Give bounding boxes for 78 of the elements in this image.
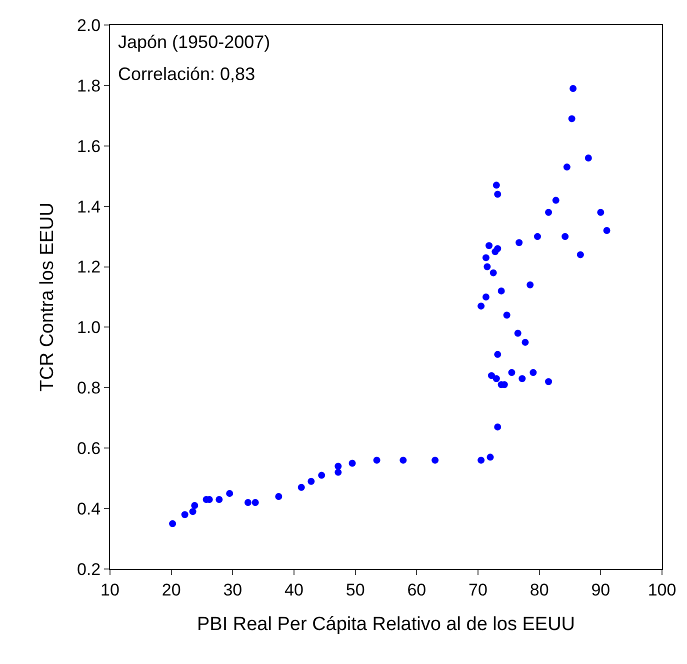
annotation: Japón (1950-2007) <box>118 32 270 52</box>
point <box>498 287 505 294</box>
point <box>482 254 490 262</box>
y-tick-label: 0.6 <box>76 439 101 458</box>
point <box>508 369 516 376</box>
point <box>503 312 510 319</box>
point <box>570 84 577 92</box>
point <box>514 330 522 337</box>
point <box>348 460 356 467</box>
point <box>518 375 526 382</box>
point <box>562 233 569 240</box>
x-tick-label: 90 <box>591 580 610 600</box>
point <box>492 182 500 189</box>
point <box>516 239 523 246</box>
point <box>584 154 592 162</box>
point <box>478 302 485 310</box>
point <box>576 251 584 258</box>
point <box>308 478 315 485</box>
point <box>373 456 380 464</box>
point <box>492 248 499 256</box>
x-tick-label: 50 <box>346 580 365 600</box>
x-tick-label: 60 <box>407 580 426 600</box>
point <box>488 372 495 380</box>
x-tick-label: 80 <box>530 580 549 600</box>
point <box>494 190 502 198</box>
point <box>432 456 439 464</box>
point <box>252 499 259 506</box>
point <box>494 423 502 430</box>
y-tick-label: 0.2 <box>76 560 101 579</box>
point <box>169 520 176 528</box>
y-tick-label: 1.8 <box>76 76 101 96</box>
y-tick-label: 1.4 <box>76 197 101 216</box>
x-tick-label: 20 <box>162 580 181 600</box>
point <box>275 492 282 500</box>
point <box>334 462 342 470</box>
point <box>244 499 252 506</box>
point <box>522 338 529 346</box>
point <box>552 196 560 204</box>
y-tick-label: 1.0 <box>76 318 101 338</box>
x-tick-label: 70 <box>468 580 488 600</box>
point <box>318 472 326 479</box>
point <box>484 263 491 270</box>
point <box>568 115 576 122</box>
y-axis-title: TCR Contra los EEUU <box>36 202 58 392</box>
point <box>334 468 342 476</box>
x-tick-label: 100 <box>648 580 676 600</box>
point <box>298 484 305 491</box>
point <box>534 233 541 240</box>
annotation: Correlación: 0,83 <box>118 64 256 84</box>
x-tick-label: 30 <box>223 580 242 600</box>
point <box>486 242 493 250</box>
point <box>603 227 610 234</box>
y-tick-label: 1.6 <box>76 136 101 156</box>
point <box>216 496 223 503</box>
point <box>563 164 570 171</box>
point <box>526 281 534 288</box>
x-tick-label: 10 <box>100 580 120 600</box>
point <box>486 454 494 461</box>
point <box>189 508 196 516</box>
point <box>530 369 537 376</box>
y-tick-label: 0.4 <box>76 500 101 519</box>
point <box>545 378 552 386</box>
x-tick-label: 40 <box>284 580 304 600</box>
y-tick-label: 1.2 <box>76 258 101 277</box>
point <box>226 490 234 497</box>
point <box>490 269 497 276</box>
point <box>494 350 502 358</box>
x-axis-title: PBI Real Per Cápita Relativo al de los EEUU <box>196 614 576 636</box>
y-tick-label: 0.8 <box>76 378 101 398</box>
point <box>482 294 490 300</box>
point <box>400 456 407 464</box>
y-tick-label: 2.0 <box>76 16 101 35</box>
point <box>545 208 552 216</box>
point <box>181 511 188 518</box>
point <box>492 375 500 382</box>
point <box>478 456 485 464</box>
point <box>597 208 604 216</box>
point <box>191 502 198 510</box>
